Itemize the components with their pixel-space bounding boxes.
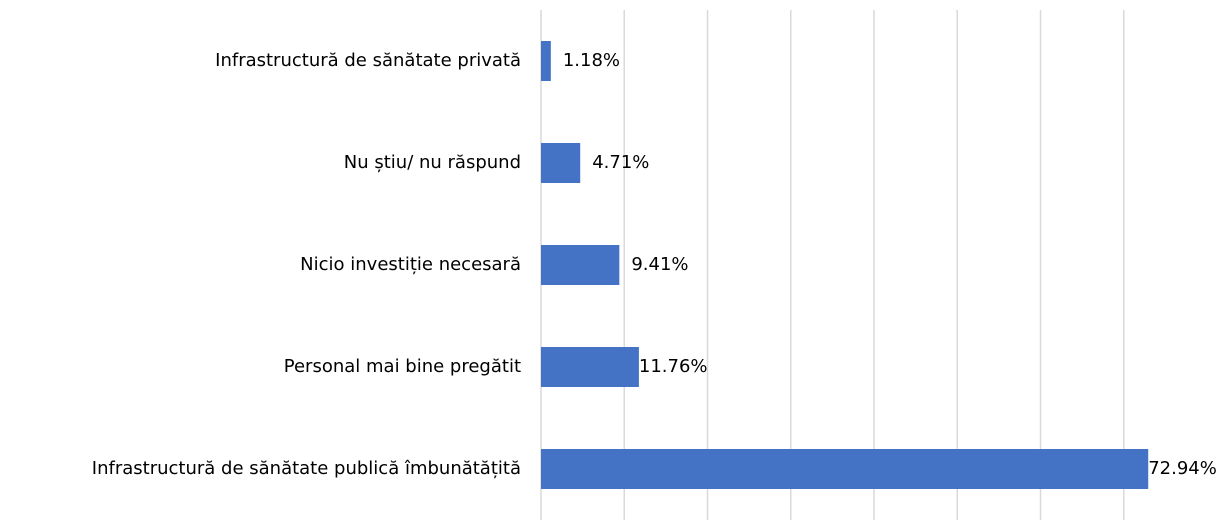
bar [541,143,581,183]
y-tick-label: Infrastructură de sănătate publică îmbun… [92,458,521,479]
y-tick-label: Nu știu/ nu răspund [344,152,521,173]
data-label: 4.71% [592,152,649,173]
y-tick-label: Infrastructură de sănătate privată [215,50,521,71]
bar [541,245,620,285]
y-tick-label: Personal mai bine pregătit [284,356,521,377]
bar [541,347,639,387]
data-label: 11.76% [639,356,708,377]
bar [541,449,1149,489]
data-label: 72.94% [1148,458,1217,479]
y-tick-label: Nicio investiție necesară [300,254,521,275]
data-label: 1.18% [563,50,620,71]
data-label: 9.41% [631,254,688,275]
bar [541,41,551,81]
